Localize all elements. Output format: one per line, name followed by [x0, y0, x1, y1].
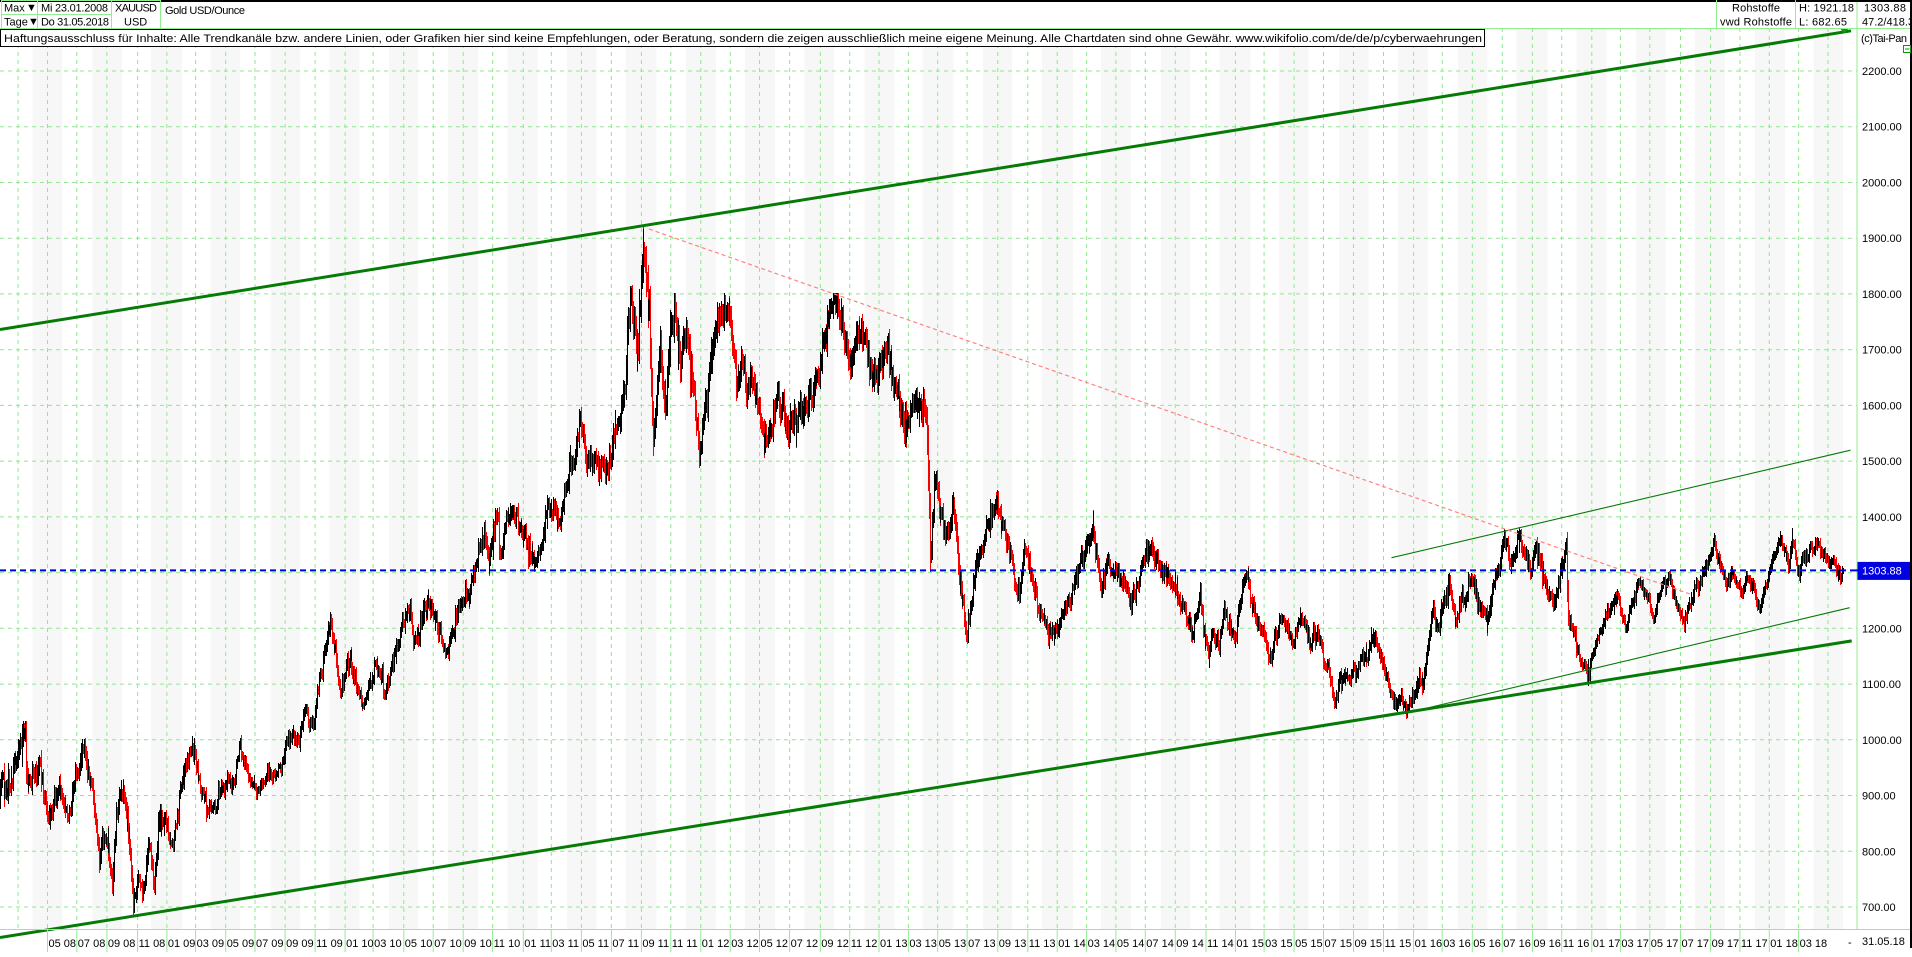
- svg-text:03 15: 03 15: [1265, 938, 1293, 950]
- svg-text:01 09: 01 09: [168, 938, 196, 950]
- svg-text:07 16: 07 16: [1503, 938, 1531, 950]
- svg-text:05 13: 05 13: [939, 938, 967, 950]
- svg-text:01 15: 01 15: [1236, 938, 1264, 950]
- svg-text:11 08: 11 08: [139, 938, 166, 950]
- svg-text:07 09: 07 09: [256, 938, 284, 950]
- svg-text:07 12: 07 12: [791, 938, 819, 950]
- svg-text:1400.00: 1400.00: [1862, 512, 1902, 524]
- svg-text:09 13: 09 13: [999, 938, 1027, 950]
- svg-text:07 11: 07 11: [612, 938, 639, 950]
- svg-text:01 18: 01 18: [1770, 938, 1798, 950]
- svg-text:Mi 23.01.2008: Mi 23.01.2008: [41, 3, 108, 15]
- svg-text:11 10: 11 10: [494, 938, 521, 950]
- svg-text:1500.00: 1500.00: [1862, 456, 1902, 468]
- svg-text:07 17: 07 17: [1682, 938, 1710, 950]
- svg-text:31.05.18: 31.05.18: [1862, 936, 1905, 948]
- svg-text:05 09: 05 09: [227, 938, 255, 950]
- svg-text:2100.00: 2100.00: [1862, 122, 1902, 134]
- svg-text:03 10: 03 10: [374, 938, 402, 950]
- svg-text:01 16: 01 16: [1415, 938, 1443, 950]
- svg-text:07 15: 07 15: [1325, 938, 1353, 950]
- svg-text:1600.00: 1600.00: [1862, 400, 1902, 412]
- svg-text:▼: ▼: [28, 16, 39, 28]
- svg-text:01 11: 01 11: [524, 938, 551, 950]
- svg-text:03 09: 03 09: [197, 938, 225, 950]
- svg-text:1000.00: 1000.00: [1862, 735, 1902, 747]
- svg-text:USD: USD: [124, 17, 147, 29]
- svg-text:2200.00: 2200.00: [1862, 66, 1902, 78]
- svg-text:11 16: 11 16: [1563, 938, 1590, 950]
- svg-text:05 12: 05 12: [761, 938, 789, 950]
- svg-text:01 14: 01 14: [1058, 938, 1086, 950]
- svg-text:2000.00: 2000.00: [1862, 178, 1902, 190]
- svg-text:1200.00: 1200.00: [1862, 623, 1902, 635]
- svg-text:07 14: 07 14: [1146, 938, 1174, 950]
- svg-text:47.2/418.3: 47.2/418.3: [1862, 17, 1912, 29]
- svg-text:(c)Tai-Pan: (c)Tai-Pan: [1861, 33, 1907, 45]
- svg-text:01 17: 01 17: [1593, 938, 1621, 950]
- svg-text:09 15: 09 15: [1355, 938, 1383, 950]
- svg-text:05 10: 05 10: [405, 938, 433, 950]
- svg-text:L: 682.65: L: 682.65: [1799, 17, 1847, 29]
- svg-text:11 09: 11 09: [316, 938, 343, 950]
- svg-text:01 12: 01 12: [702, 938, 730, 950]
- svg-text:11 17: 11 17: [1741, 938, 1768, 950]
- svg-text:05 11: 05 11: [582, 938, 609, 950]
- svg-text:Rohstoffe: Rohstoffe: [1732, 3, 1780, 15]
- svg-text:▼: ▼: [26, 2, 37, 14]
- svg-text:vwd Rohstoffe: vwd Rohstoffe: [1720, 17, 1792, 29]
- svg-text:XAUUSD: XAUUSD: [115, 3, 157, 15]
- svg-text:1303.88: 1303.88: [1864, 3, 1906, 15]
- svg-text:05 08: 05 08: [49, 938, 77, 950]
- svg-text:03 13: 03 13: [909, 938, 937, 950]
- svg-text:03 11: 03 11: [552, 938, 579, 950]
- svg-text:Haftungsausschluss für Inhalte: Haftungsausschluss für Inhalte: Alle Tre…: [4, 33, 1482, 45]
- svg-text:03 17: 03 17: [1621, 938, 1649, 950]
- svg-text:Do 31.05.2018: Do 31.05.2018: [41, 17, 109, 29]
- svg-text:01 13: 01 13: [880, 938, 908, 950]
- svg-text:05 14: 05 14: [1117, 938, 1145, 950]
- svg-text:07 08: 07 08: [78, 938, 106, 950]
- svg-text:01 10: 01 10: [346, 938, 374, 950]
- svg-text:07 13: 07 13: [968, 938, 996, 950]
- svg-text:1303.88: 1303.88: [1862, 565, 1902, 577]
- svg-text:-: -: [1848, 937, 1852, 949]
- svg-text:09 12: 09 12: [821, 938, 849, 950]
- svg-text:11 11: 11 11: [672, 938, 698, 950]
- svg-text:05 17: 05 17: [1651, 938, 1679, 950]
- svg-text:1700.00: 1700.00: [1862, 345, 1902, 357]
- svg-text:09 16: 09 16: [1533, 938, 1561, 950]
- svg-text:09 14: 09 14: [1176, 938, 1204, 950]
- svg-text:09 10: 09 10: [464, 938, 492, 950]
- svg-text:1800.00: 1800.00: [1862, 289, 1902, 301]
- svg-text:900.00: 900.00: [1862, 791, 1896, 803]
- svg-text:05 15: 05 15: [1295, 938, 1323, 950]
- svg-text:03 12: 03 12: [731, 938, 759, 950]
- svg-text:09 09: 09 09: [286, 938, 314, 950]
- svg-text:03 16: 03 16: [1443, 938, 1471, 950]
- svg-text:05 16: 05 16: [1473, 938, 1501, 950]
- svg-text:09 17: 09 17: [1712, 938, 1740, 950]
- svg-text:1100.00: 1100.00: [1862, 679, 1901, 691]
- svg-text:11 14: 11 14: [1207, 938, 1234, 950]
- svg-text:09 11: 09 11: [642, 938, 669, 950]
- svg-text:800.00: 800.00: [1862, 846, 1896, 858]
- svg-text:Max: Max: [4, 3, 25, 15]
- svg-text:H: 1921.18: H: 1921.18: [1799, 3, 1854, 15]
- svg-text:07 10: 07 10: [434, 938, 462, 950]
- svg-text:11 12: 11 12: [851, 938, 878, 950]
- svg-text:11 15: 11 15: [1385, 938, 1412, 950]
- svg-text:700.00: 700.00: [1862, 902, 1896, 914]
- svg-text:03 18: 03 18: [1800, 938, 1828, 950]
- svg-text:09 08: 09 08: [108, 938, 136, 950]
- svg-text:Tage: Tage: [4, 17, 28, 29]
- svg-text:03 14: 03 14: [1088, 938, 1116, 950]
- svg-text:Gold USD/Ounce: Gold USD/Ounce: [165, 5, 245, 17]
- svg-text:11 13: 11 13: [1029, 938, 1056, 950]
- svg-text:1900.00: 1900.00: [1862, 233, 1902, 245]
